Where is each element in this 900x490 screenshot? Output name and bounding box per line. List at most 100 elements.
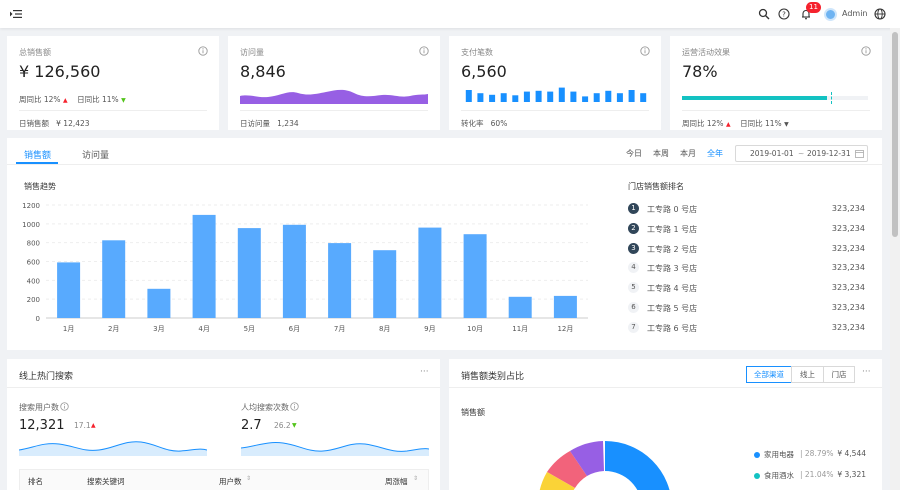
info-icon[interactable] [419, 46, 429, 56]
legend-value: ¥ 4,544 [837, 449, 866, 458]
caret-up-icon: ▲ [725, 121, 731, 128]
sort-icon[interactable]: ⇕ [246, 475, 252, 482]
bar-2月[interactable] [102, 240, 126, 318]
visits-area-sparkline [240, 89, 428, 104]
calendar-icon[interactable] [855, 149, 864, 158]
rank-number: 7 [628, 321, 639, 333]
avg-search-label: 人均搜索次数 [241, 403, 289, 412]
menu-fold-icon[interactable] [10, 8, 22, 20]
store-sales-value: 323,234 [831, 283, 865, 293]
payments-bar [593, 93, 600, 102]
th-users[interactable]: 用户数 [219, 477, 242, 486]
kpi-footer: 转化率 60% [461, 110, 649, 129]
tab-sales[interactable]: 销售额 [24, 151, 52, 161]
user-name[interactable]: Admin [842, 9, 868, 18]
y-tick-label: 600 [27, 259, 40, 267]
payments-bar [582, 96, 589, 102]
weekly-value: 12% [706, 119, 724, 128]
search-icon[interactable] [758, 8, 770, 20]
payments-bar [640, 93, 647, 102]
kpi-title: 访问量 [240, 48, 264, 57]
caret-up-icon: ▲ [62, 97, 68, 104]
x-tick-label: 11月 [512, 325, 528, 333]
payments-bar [605, 90, 612, 102]
info-icon[interactable] [198, 46, 208, 56]
svg-text:?: ? [782, 11, 786, 19]
footer-label: 转化率 [461, 119, 484, 128]
donut-slice-red [547, 451, 587, 488]
bar-5月[interactable] [237, 228, 261, 318]
bar-9月[interactable] [418, 227, 442, 318]
globe-icon[interactable] [874, 8, 886, 20]
avg-search-sparkline [241, 442, 429, 456]
y-tick-label: 1000 [22, 221, 40, 229]
bar-1月[interactable] [57, 262, 81, 318]
kpi-card-payments: 支付笔数 6,560 转化率 60% [449, 36, 661, 130]
x-tick-label: 9月 [424, 325, 435, 333]
payments-bar [570, 91, 577, 102]
scrollbar-thumb[interactable] [892, 32, 898, 237]
daily-label: 日同比 [77, 95, 100, 104]
info-icon[interactable] [861, 46, 871, 56]
weekly-label: 周同比 [682, 119, 705, 128]
date-end[interactable]: 2019-12-31 [807, 149, 851, 158]
sort-icon[interactable]: ⇕ [413, 475, 419, 482]
kpi-trend: 周同比 12% ▲ 日同比 11% ▼ [19, 94, 126, 105]
bar-8月[interactable] [373, 250, 397, 318]
category-share-title: 销售额类别占比 [461, 372, 525, 382]
help-icon[interactable]: ? [778, 8, 790, 20]
panel-divider [449, 387, 882, 388]
payments-bar [547, 91, 554, 102]
store-sales-value: 323,234 [831, 243, 865, 253]
payments-bar [616, 93, 623, 102]
more-icon[interactable]: ··· [420, 367, 429, 377]
kpi-value: ¥ 126,560 [19, 62, 101, 81]
range-week[interactable]: 本周 [653, 149, 669, 158]
legend-item[interactable]: 家用电器 | 28.79% ¥ 4,544 [754, 449, 866, 461]
bar-4月[interactable] [192, 214, 216, 318]
legend-item[interactable]: 食用酒水 | 21.04% ¥ 3,321 [754, 470, 866, 482]
kpi-footer: 周同比 12% ▲ 日同比 11% ▼ [682, 110, 870, 129]
kpi-title: 运营活动效果 [682, 48, 730, 57]
payments-bar [489, 94, 496, 102]
x-tick-label: 7月 [334, 325, 345, 333]
ranking-row: 1 工专路 0 号店 323,234 [628, 203, 865, 215]
tab-visits[interactable]: 访问量 [82, 151, 110, 161]
payments-bar [558, 87, 565, 102]
tabs-divider [7, 164, 882, 165]
x-tick-label: 6月 [289, 325, 300, 333]
segment-all-channels[interactable]: 全部渠道 [746, 366, 792, 383]
bar-7月[interactable] [328, 243, 352, 318]
rank-number: 6 [628, 302, 639, 313]
avg-search-change: 26.2 [274, 421, 291, 430]
avatar[interactable] [824, 8, 837, 21]
rank-number: 4 [628, 262, 639, 274]
th-keyword: 搜索关键词 [87, 477, 125, 486]
th-weekly-gain[interactable]: 周涨幅 [385, 477, 408, 486]
y-tick-label: 400 [27, 277, 40, 285]
page-scrollbar[interactable] [890, 28, 900, 490]
ranking-row: 6 工专路 5 号店 323,234 [628, 302, 865, 314]
bar-3月[interactable] [147, 288, 171, 318]
ranking-row: 7 工专路 6 号店 323,234 [628, 321, 865, 334]
date-range-picker[interactable]: 2019-01-01 ~ 2019-12-31 [735, 145, 868, 162]
segment-store[interactable]: 门店 [823, 366, 855, 383]
bar-12月[interactable] [553, 295, 577, 318]
info-icon[interactable] [290, 402, 299, 411]
bar-11月[interactable] [508, 296, 532, 318]
segment-online[interactable]: 线上 [791, 366, 824, 383]
range-today[interactable]: 今日 [626, 149, 642, 158]
kpi-title: 支付笔数 [461, 48, 493, 57]
range-year[interactable]: 全年 [707, 149, 723, 158]
store-name: 工专路 5 号店 [647, 304, 698, 313]
info-icon[interactable] [60, 402, 69, 411]
bar-6月[interactable] [282, 224, 306, 318]
caret-down-icon: ▼ [784, 121, 789, 128]
date-start[interactable]: 2019-01-01 [750, 149, 794, 158]
more-icon[interactable]: ··· [862, 367, 871, 377]
campaign-progress-fill [682, 96, 828, 100]
bar-10月[interactable] [463, 234, 487, 318]
rank-number: 1 [628, 203, 639, 214]
info-icon[interactable] [640, 46, 650, 56]
range-month[interactable]: 本月 [680, 149, 696, 158]
